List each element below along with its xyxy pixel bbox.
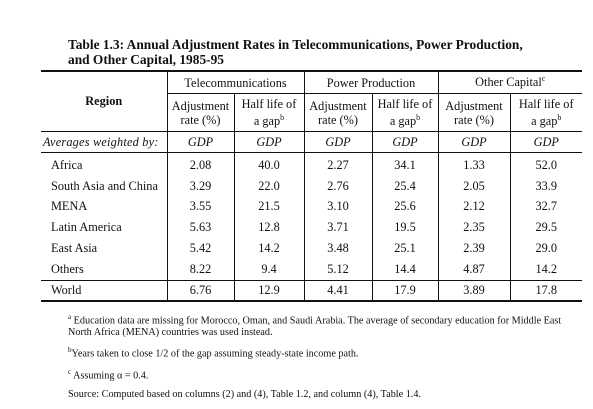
table-cell: 5.42 [166, 238, 234, 259]
world-total-row: World 6.76 12.9 4.41 17.9 3.89 17.8 [41, 279, 582, 302]
table-cell: 29.0 [509, 238, 582, 259]
table-cell: 3.89 [437, 279, 510, 302]
table-cell: 3.55 [166, 196, 234, 218]
table-cell: 2.12 [437, 196, 510, 218]
table-cell: 5.12 [303, 258, 372, 281]
table-cell: 25.1 [371, 238, 438, 259]
group-header-power-production: Power Production [303, 70, 438, 94]
table-row: Others 8.22 9.4 5.12 14.4 4.87 14.2 [41, 258, 582, 281]
table-cell: 8.22 [166, 258, 234, 281]
table-cell: 34.1 [371, 152, 438, 176]
table-cell: 25.4 [371, 175, 438, 197]
table-cell: 3.48 [303, 238, 372, 259]
footnote-c: c Assuming α = 0.4. [68, 368, 149, 382]
footnote-a: a Education data are missing for Morocco… [68, 313, 562, 338]
table-cell: 4.41 [303, 279, 372, 302]
table-cell: 6.76 [166, 279, 234, 302]
table-cell: 2.76 [303, 175, 372, 197]
table-cell: 9.4 [233, 258, 304, 281]
table-cell: 40.0 [233, 152, 304, 176]
sub-header-half-life: Half life of a gapb [233, 93, 304, 132]
table-cell: 5.63 [166, 217, 234, 239]
table-cell: 2.05 [437, 175, 510, 197]
sub-header-adjustment-rate: Adjustment rate (%) [166, 93, 234, 132]
table-cell: 1.33 [437, 152, 510, 176]
table-cell: 32.7 [509, 196, 582, 218]
table-cell: 3.71 [303, 217, 372, 239]
group-header-telecommunications: Telecommunications [166, 70, 304, 94]
table-cell: 4.87 [437, 258, 510, 281]
weight-cell: GDP [233, 131, 304, 153]
table-cell: 12.9 [233, 279, 304, 302]
region-name: East Asia [51, 241, 98, 256]
weight-cell: GDP [509, 131, 582, 153]
weight-cell: GDP [437, 131, 510, 153]
region-name: Others [51, 261, 84, 276]
table-row: MENA 3.55 21.5 3.10 25.6 2.12 32.7 [41, 196, 582, 218]
table-cell: 14.2 [233, 238, 304, 259]
table-row: East Asia 5.42 14.2 3.48 25.1 2.39 29.0 [41, 238, 582, 259]
region-column-header: Region [41, 70, 167, 132]
table-cell: 2.39 [437, 238, 510, 259]
table-row: South Asia and China 3.29 22.0 2.76 25.4… [41, 175, 582, 197]
table-title-line-2: and Other Capital, 1985-95 [68, 52, 224, 67]
region-name: World [41, 279, 167, 302]
sub-header-adjustment-rate: Adjustment rate (%) [303, 93, 372, 132]
weight-cell: GDP [303, 131, 372, 153]
table-cell: 14.2 [509, 258, 582, 281]
table-cell: 3.10 [303, 196, 372, 218]
region-name: MENA [51, 199, 88, 214]
group-header-other-capital: Other Capitalc [437, 70, 582, 94]
region-name: Latin America [51, 220, 122, 235]
region-name: Africa [51, 157, 83, 172]
table-cell: 19.5 [371, 217, 438, 239]
table-cell: 12.8 [233, 217, 304, 239]
table-title-line-1: Table 1.3: Annual Adjustment Rates in Te… [68, 37, 523, 52]
weights-label: Averages weighted by: [41, 131, 167, 153]
table-cell: 2.27 [303, 152, 372, 176]
table-cell: 22.0 [233, 175, 304, 197]
sub-header-half-life: Half life of a gapb [509, 93, 582, 132]
table-cell: 3.29 [166, 175, 234, 197]
table-cell: 14.4 [371, 258, 438, 281]
table-title: Table 1.3: Annual Adjustment Rates in Te… [68, 37, 588, 67]
footnote-b: bYears taken to close 1/2 of the gap ass… [68, 346, 359, 360]
table-notes: a Education data are missing for Morocco… [68, 312, 580, 408]
weight-cell: GDP [166, 131, 234, 153]
table-cell: 33.9 [509, 175, 582, 197]
sub-header-adjustment-rate: Adjustment rate (%) [437, 93, 510, 132]
table-cell: 29.5 [509, 217, 582, 239]
table-cell: 2.35 [437, 217, 510, 239]
table-cell: 2.08 [166, 152, 234, 176]
table-cell: 52.0 [509, 152, 582, 176]
table-row: Africa 2.08 40.0 2.27 34.1 1.33 52.0 [41, 152, 582, 176]
source-note: Source: Computed based on columns (2) an… [68, 389, 421, 401]
adjustment-rates-table: Region Telecommunications Power Producti… [41, 70, 582, 302]
table-cell: 17.9 [371, 279, 438, 302]
sub-header-half-life: Half life of a gapb [371, 93, 438, 132]
table-cell: 17.8 [509, 279, 582, 302]
weights-row: Averages weighted by: GDP GDP GDP GDP GD… [41, 131, 582, 153]
table-row: Latin America 5.63 12.8 3.71 19.5 2.35 2… [41, 217, 582, 239]
table-cell: 21.5 [233, 196, 304, 218]
table-cell: 25.6 [371, 196, 438, 218]
region-name: South Asia and China [51, 178, 158, 193]
weight-cell: GDP [371, 131, 438, 153]
